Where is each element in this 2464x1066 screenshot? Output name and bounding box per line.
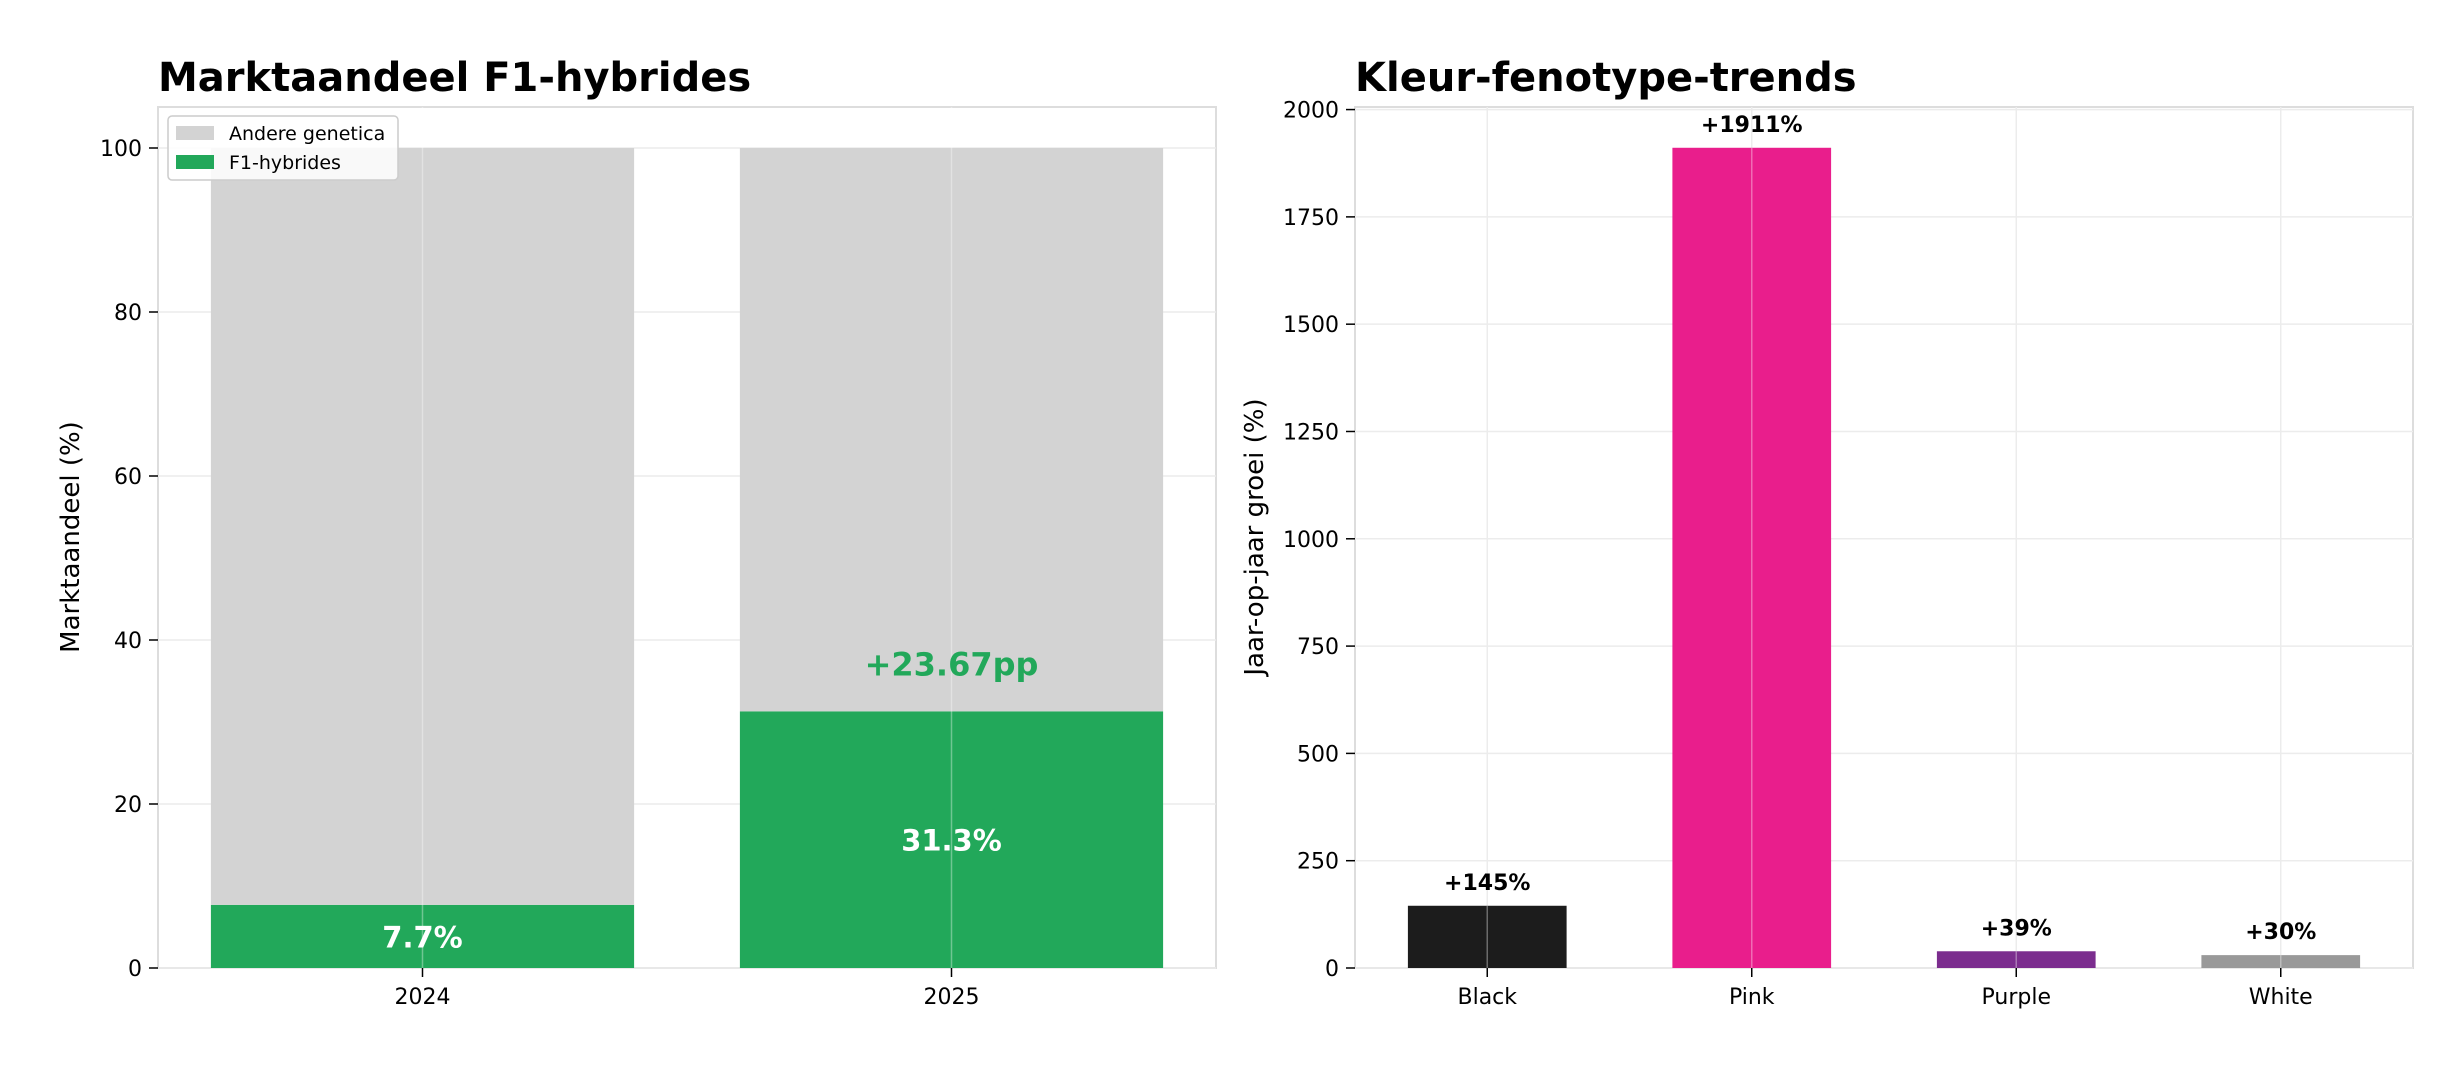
x-tick-label: 2024 [395, 985, 451, 1010]
y-tick-label: 80 [114, 301, 142, 326]
data-label-2025: 31.3% [901, 824, 1002, 858]
y-axis: 0 250 500 750 1000 1250 1500 1750 2000 [1283, 99, 1355, 982]
x-axis: Black Pink Purple White [1457, 968, 2313, 1010]
legend-frame [167, 115, 399, 181]
y-tick-label: 40 [114, 629, 142, 654]
x-tick-label: Pink [1729, 985, 1775, 1010]
y-tick-label: 100 [100, 137, 142, 162]
x-tick-label: Purple [1982, 985, 2051, 1010]
y-tick-label: 1500 [1283, 313, 1339, 338]
plot-area-frame [1354, 106, 2414, 969]
bar-f1-hybrides-2025 [739, 711, 1164, 968]
data-label-black: +145% [1444, 871, 1530, 896]
legend-swatch-andere-genetica [176, 126, 214, 140]
chart-title: Kleur-fenotype-trends [1355, 55, 1857, 101]
data-label-purple: +39% [1981, 916, 2052, 941]
delta-annotation: +23.67pp [865, 646, 1039, 684]
y-axis-label: Jaar-op-jaar groei (%) [1240, 398, 1270, 677]
bar-black [1407, 905, 1567, 968]
bar-white [2201, 955, 2361, 968]
y-tick-label: 0 [1325, 957, 1339, 982]
bar-purple [1936, 951, 2096, 968]
grid [1355, 107, 2413, 969]
data-labels: +145% +1911% +39% +30% [1444, 113, 2316, 945]
y-tick-label: 500 [1297, 742, 1339, 767]
legend-swatch-f1-hybrides [176, 155, 214, 169]
x-tick-label: 2025 [924, 985, 980, 1010]
x-axis: 2024 2025 [395, 968, 980, 1010]
bars [1407, 147, 2361, 969]
data-label-pink: +1911% [1701, 113, 1803, 138]
y-tick-label: 1750 [1283, 206, 1339, 231]
bars [210, 148, 1164, 968]
x-tick-label: Black [1457, 985, 1517, 1010]
legend-label-andere-genetica: Andere genetica [229, 123, 385, 145]
chart-title: Marktaandeel F1-hybrides [158, 55, 751, 101]
color-phenotype-chart: +145% +1911% +39% +30% 0 250 500 750 1000 1250 15… [1240, 55, 2414, 1010]
legend-label-f1-hybrides: F1-hybrides [229, 152, 341, 174]
y-tick-label: 250 [1297, 850, 1339, 875]
data-labels: 7.7% 31.3% +23.67pp [382, 646, 1038, 955]
y-tick-label: 750 [1297, 635, 1339, 660]
bar-f1-hybrides-2024 [210, 904, 635, 968]
bar-pink [1672, 147, 1832, 969]
bar-andere-genetica-2025 [739, 148, 1164, 712]
y-tick-label: 1250 [1283, 420, 1339, 445]
data-label-white: +30% [2245, 920, 2316, 945]
y-axis: 0 20 40 60 80 100 [100, 137, 158, 982]
x-tick-label: White [2249, 985, 2313, 1010]
y-tick-label: 2000 [1283, 99, 1339, 124]
bar-andere-genetica-2024 [210, 148, 635, 905]
y-tick-label: 60 [114, 465, 142, 490]
legend: Andere genetica F1-hybrides [167, 115, 399, 181]
y-tick-label: 20 [114, 793, 142, 818]
y-tick-label: 0 [128, 957, 142, 982]
y-tick-label: 1000 [1283, 528, 1339, 553]
y-axis-label: Marktaandeel (%) [56, 421, 86, 653]
data-label-2024: 7.7% [382, 920, 462, 954]
